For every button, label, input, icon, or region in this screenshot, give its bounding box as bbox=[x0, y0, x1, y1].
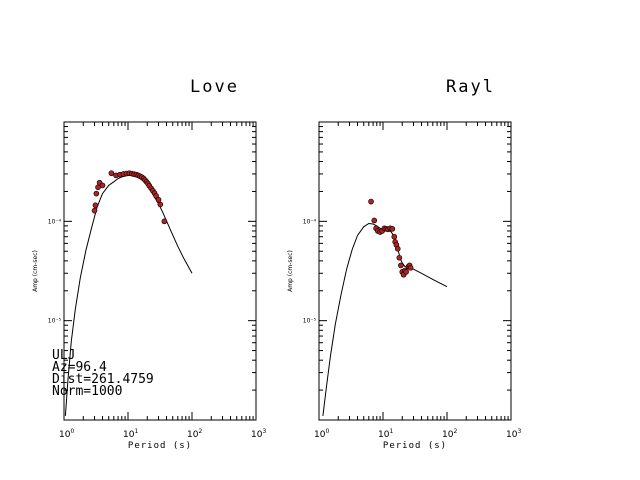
rayl-data-point bbox=[394, 245, 401, 252]
rayl-plot-frame bbox=[318, 121, 512, 421]
rayl-y-axis-label: Amp (cm-sec) bbox=[287, 250, 294, 292]
love-panel: Love 100 101 102 103 10⁻⁵ 10⁻⁴ Period (s) Am… bbox=[32, 77, 266, 451]
rayl-y-tick-labels: 10⁻⁵ 10⁻⁴ bbox=[303, 218, 317, 324]
rayl-data-point bbox=[371, 217, 378, 224]
rayl-x-tick-label: 101 bbox=[378, 428, 393, 440]
love-data-point bbox=[91, 207, 98, 214]
love-title: Love bbox=[190, 77, 239, 97]
rayl-y-tick-label: 10⁻⁵ bbox=[303, 318, 317, 325]
love-plot-frame bbox=[63, 121, 257, 421]
love-marks bbox=[64, 170, 193, 416]
love-x-tick-label: 101 bbox=[123, 428, 138, 440]
love-y-axis-label: Amp (cm-sec) bbox=[32, 250, 39, 292]
station-code: ULJ bbox=[52, 348, 75, 363]
rayl-data-point bbox=[398, 262, 404, 269]
rayl-marks bbox=[322, 198, 448, 416]
rayl-data-point bbox=[368, 198, 374, 205]
love-data-point bbox=[99, 182, 106, 189]
rayl-x-tick-label: 100 bbox=[314, 428, 329, 440]
love-data-point bbox=[157, 201, 164, 208]
love-ticks bbox=[63, 122, 256, 421]
rayl-y-tick-label: 10⁻⁴ bbox=[303, 218, 317, 225]
love-data-point bbox=[108, 170, 115, 177]
love-x-tick-label: 102 bbox=[187, 428, 202, 440]
rayl-data-point bbox=[407, 265, 414, 271]
normalization: Norm=1000 bbox=[52, 384, 122, 399]
love-y-tick-label: 10⁻⁴ bbox=[48, 218, 62, 225]
love-y-tick-label: 10⁻⁵ bbox=[48, 318, 62, 325]
love-data-point bbox=[92, 202, 99, 209]
station-info: ULJ Az=96.4 Dist=261.4759 Norm=1000 bbox=[52, 348, 154, 399]
rayl-x-tick-labels: 100 101 102 103 bbox=[314, 428, 521, 440]
love-x-axis-label: Period (s) bbox=[128, 441, 192, 451]
love-data-point bbox=[93, 190, 100, 197]
love-x-tick-labels: 100 101 102 103 bbox=[59, 428, 266, 440]
rayl-data-point bbox=[403, 269, 409, 275]
distance: Dist=261.4759 bbox=[52, 372, 154, 387]
rayl-data-point bbox=[391, 233, 398, 240]
love-y-tick-labels: 10⁻⁵ 10⁻⁴ bbox=[48, 218, 62, 324]
love-data-point bbox=[155, 196, 162, 203]
azimuth: Az=96.4 bbox=[52, 360, 107, 375]
rayl-data-point bbox=[389, 226, 396, 232]
rayl-ticks bbox=[318, 122, 511, 421]
love-data-point bbox=[161, 218, 168, 225]
rayl-model-curve bbox=[322, 222, 448, 416]
rayl-title: Rayl bbox=[446, 77, 495, 97]
rayl-data-point bbox=[396, 254, 403, 261]
rayl-panel: Rayl 100 101 102 103 10⁻⁵ 10⁻⁴ Period (s) Am… bbox=[287, 77, 521, 451]
rayl-x-axis-label: Period (s) bbox=[383, 441, 447, 451]
rayl-x-tick-label: 103 bbox=[506, 428, 521, 440]
love-x-tick-label: 103 bbox=[251, 428, 266, 440]
rayl-x-tick-label: 102 bbox=[442, 428, 457, 440]
love-x-tick-label: 100 bbox=[59, 428, 74, 440]
